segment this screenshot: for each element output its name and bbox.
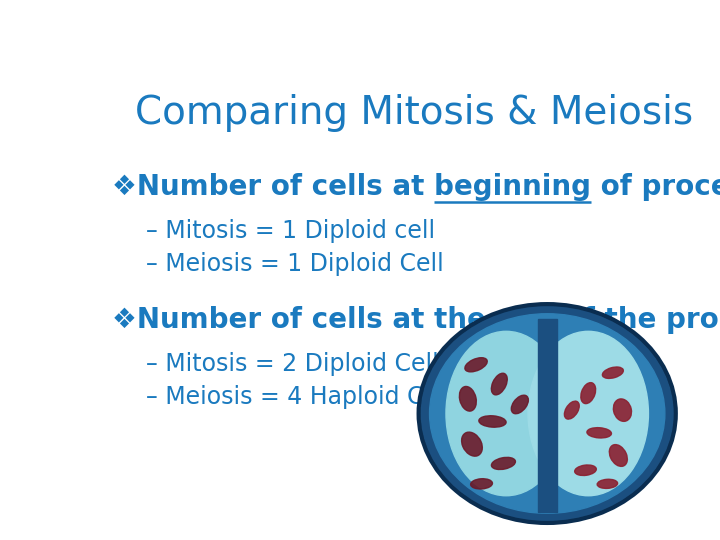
Ellipse shape [587,428,611,438]
Text: – Mitosis = 1 Diploid cell: – Mitosis = 1 Diploid cell [145,219,435,242]
Polygon shape [538,320,557,512]
Ellipse shape [597,480,618,488]
Ellipse shape [459,387,477,411]
Text: ❖Number of cells at the: ❖Number of cells at the [112,306,496,334]
Text: ❖Number of cells at: ❖Number of cells at [112,173,434,201]
Ellipse shape [511,395,528,414]
Text: ❖Number of cells at beginning: ❖Number of cells at beginning [112,173,591,201]
Ellipse shape [479,416,506,427]
Ellipse shape [446,332,567,496]
Ellipse shape [492,457,516,469]
Text: ❖Number of cells at beginning of process: ❖Number of cells at beginning of process [112,173,720,201]
Text: Comparing Mitosis & Meiosis: Comparing Mitosis & Meiosis [135,94,693,132]
Ellipse shape [420,306,674,521]
Ellipse shape [430,314,665,514]
Text: – Mitosis = 2 Diploid Cells: – Mitosis = 2 Diploid Cells [145,352,451,376]
Ellipse shape [528,332,649,496]
Ellipse shape [609,444,627,467]
Ellipse shape [462,432,482,456]
Text: – Meiosis = 1 Diploid Cell: – Meiosis = 1 Diploid Cell [145,252,444,276]
Ellipse shape [471,478,492,489]
Ellipse shape [603,367,624,379]
Ellipse shape [613,399,631,421]
Text: ❖Number of cells at the end: ❖Number of cells at the end [112,306,554,334]
Ellipse shape [564,401,580,419]
Text: ❖Number of cells at the end of the process: ❖Number of cells at the end of the proce… [112,306,720,334]
Ellipse shape [465,357,487,372]
Text: – Meiosis = 4 Haploid Cells: – Meiosis = 4 Haploid Cells [145,385,464,409]
Ellipse shape [491,373,508,395]
Ellipse shape [581,383,595,403]
Ellipse shape [575,465,596,476]
